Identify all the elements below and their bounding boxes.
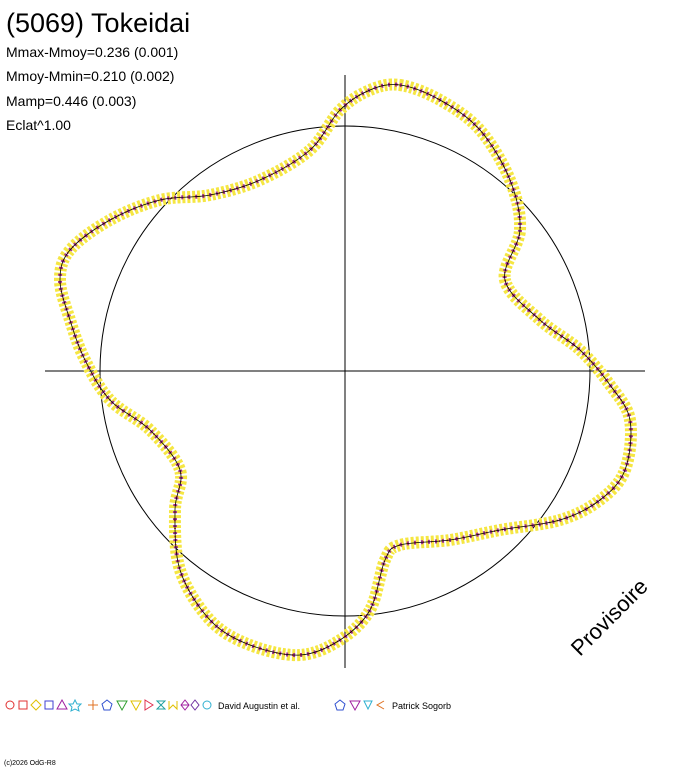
title: (5069) Tokeidai	[6, 8, 190, 38]
curve-band	[59, 84, 632, 656]
legend-symbols	[5, 698, 385, 712]
stat: Mamp=0.446 (0.003)	[6, 93, 136, 109]
lightcurve	[53, 78, 637, 662]
stat: Eclat^1.00	[6, 117, 71, 133]
stat: Mmax-Mmoy=0.236 (0.001)	[6, 44, 178, 60]
stat: Mmoy-Mmin=0.210 (0.002)	[6, 68, 174, 84]
watermark: Provisoire	[566, 574, 653, 661]
legend-label: David Augustin et al.	[218, 701, 300, 711]
legend-label: Patrick Sogorb	[392, 701, 451, 711]
footer: (c)2026 OdG-R8	[4, 760, 56, 767]
